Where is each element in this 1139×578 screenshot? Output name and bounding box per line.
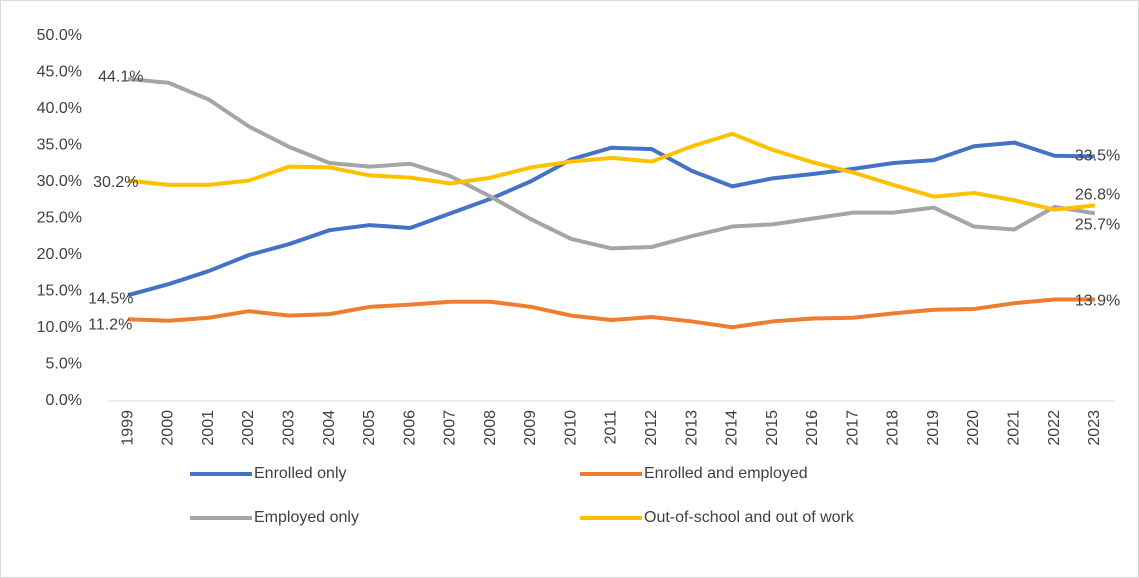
- x-tick-label: 1999: [119, 410, 136, 446]
- y-tick-label: 30.0%: [37, 173, 82, 190]
- line: [128, 297, 1095, 330]
- data-label: 26.8%: [1075, 187, 1120, 204]
- x-tick-label: 2023: [1086, 410, 1103, 446]
- x-tick-label: 2012: [643, 410, 660, 446]
- x-tick-label: 2002: [240, 410, 257, 446]
- x-tick-label: 2016: [804, 410, 821, 446]
- x-tick-label: 2009: [522, 410, 539, 446]
- line: [127, 77, 1096, 251]
- y-tick-label: 15.0%: [37, 283, 82, 300]
- x-tick-label: 2000: [160, 410, 177, 446]
- y-tick-label: 50.0%: [37, 27, 82, 44]
- data-label: 11.2%: [88, 316, 132, 333]
- x-tick-label: 2010: [562, 410, 579, 446]
- line: [127, 140, 1095, 298]
- y-tick-label: 45.0%: [37, 64, 82, 81]
- legend-label: Employed only: [254, 509, 359, 526]
- x-tick-label: 2013: [683, 410, 700, 446]
- x-tick-label: 2018: [885, 410, 902, 446]
- x-tick-label: 2003: [280, 410, 297, 446]
- data-label: 13.9%: [1075, 293, 1120, 310]
- x-tick-label: 2011: [603, 410, 620, 445]
- data-label: 44.1%: [98, 68, 143, 85]
- x-tick-label: 2001: [200, 410, 217, 446]
- line: [127, 131, 1096, 212]
- x-tick-label: 2006: [401, 410, 418, 446]
- y-tick-label: 5.0%: [46, 356, 82, 373]
- x-tick-label: 2014: [724, 410, 741, 446]
- x-tick-label: 2005: [361, 410, 378, 446]
- data-label: 25.7%: [1075, 217, 1120, 234]
- x-tick-label: 2022: [1046, 410, 1063, 446]
- y-tick-label: 35.0%: [37, 137, 82, 154]
- legend-label: Enrolled only: [254, 465, 347, 482]
- y-tick-label: 40.0%: [37, 100, 82, 117]
- x-tick-label: 2007: [442, 410, 459, 446]
- data-label: 33.5%: [1075, 148, 1120, 165]
- x-tick-label: 2019: [925, 410, 942, 446]
- x-tick-label: 2004: [321, 410, 338, 446]
- legend-label: Enrolled and employed: [644, 465, 808, 482]
- y-tick-label: 0.0%: [46, 392, 82, 409]
- legend-label: Out-of-school and out of work: [644, 509, 855, 526]
- y-tick-label: 25.0%: [37, 210, 82, 227]
- x-tick-label: 2008: [482, 410, 499, 446]
- data-label: 30.2%: [93, 174, 138, 191]
- data-label: 14.5%: [88, 290, 133, 307]
- x-tick-label: 2020: [965, 410, 982, 446]
- x-tick-label: 2021: [1006, 410, 1023, 446]
- y-tick-label: 10.0%: [37, 319, 82, 336]
- x-tick-label: 2017: [844, 410, 861, 446]
- x-tick-label: 2015: [764, 410, 781, 446]
- y-tick-label: 20.0%: [37, 246, 82, 263]
